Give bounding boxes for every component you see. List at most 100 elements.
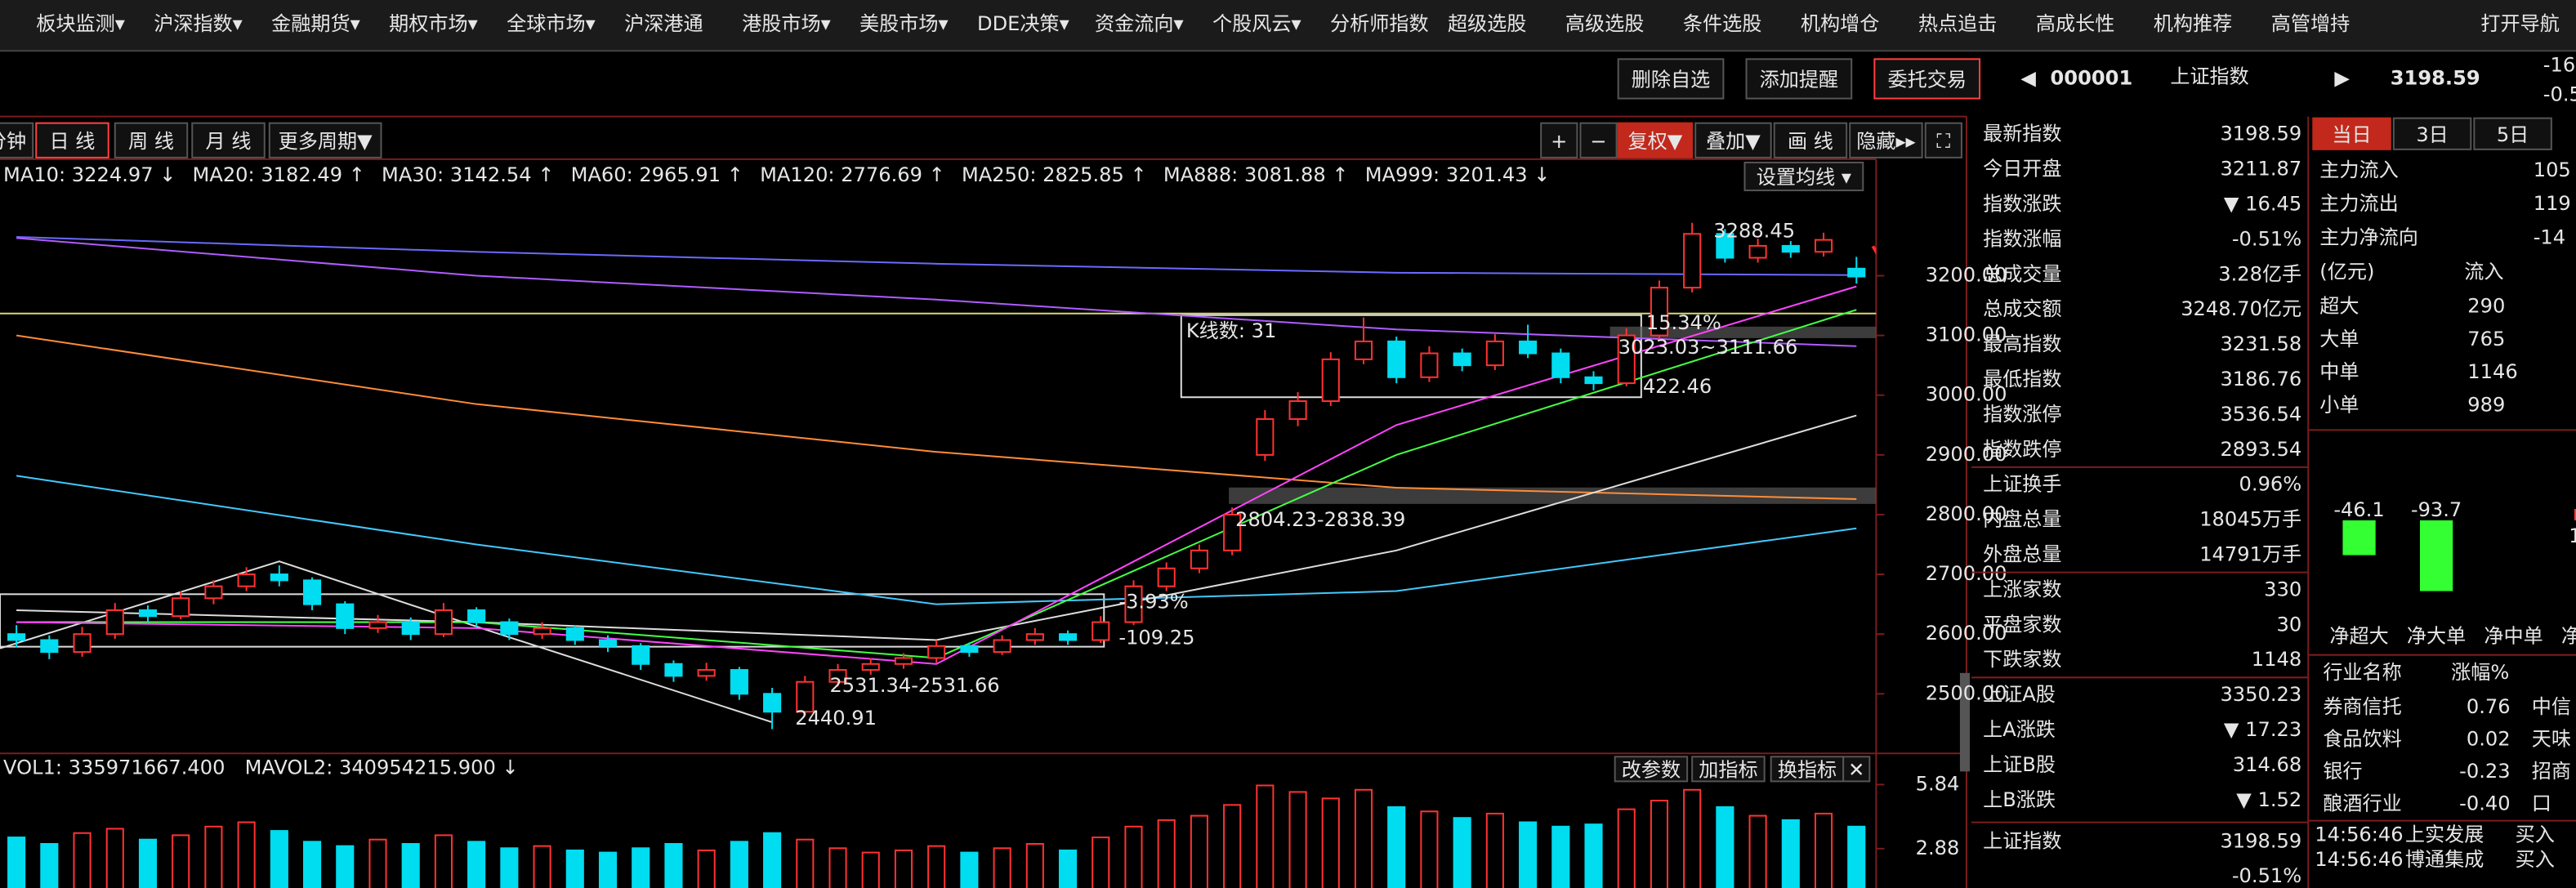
header-button-box[interactable] [1873,58,1981,100]
flow-tab[interactable]: 3日 [2416,123,2448,146]
indicator-button[interactable]: 改参数 [1622,758,1681,781]
tool-button[interactable]: 复权▼ [1628,130,1683,153]
menu-item[interactable]: 美股市场▾ [859,12,949,35]
menu-item[interactable]: 超级选股 [1448,12,1526,35]
stock-name: 上证指数 [2170,65,2248,87]
quote-value: ▼ 1.52 [2236,788,2301,811]
period-button-box[interactable] [0,122,34,158]
menu-item[interactable]: 板块监测▾ [36,12,125,35]
menu-item[interactable]: 机构增仓 [1801,12,1879,35]
ma-setting-box[interactable] [1743,161,1864,192]
tool-button[interactable]: + [1551,130,1567,153]
tool-button-box[interactable] [1540,122,1578,158]
flow-tab[interactable]: 5日 [2497,123,2529,146]
menu-item[interactable]: 高级选股 [1565,12,1644,35]
tool-button[interactable]: 隐藏▸▸ [1856,130,1916,153]
industry-lead: 天味 [2532,728,2571,751]
indicator-button-box[interactable] [1614,756,1689,783]
menu-item[interactable]: 全球市场▾ [507,12,596,35]
menu-item[interactable]: 期权市场▾ [389,12,478,35]
quote-value: 18045万手 [2199,508,2301,531]
period-button[interactable]: 周 线 [128,130,174,153]
flow-value: 119 [2534,192,2571,215]
tool-button-box[interactable] [1773,122,1848,158]
menu-item[interactable]: 资金流向▾ [1095,12,1184,35]
candle-body [1157,567,1176,587]
flow-tab-box[interactable] [2473,117,2552,150]
scroll-handle[interactable] [1959,672,1970,772]
indicator-button-box[interactable] [1770,756,1845,783]
period-button-box[interactable] [35,122,109,158]
candle-body [1519,340,1538,355]
tool-button[interactable]: − [1590,130,1606,153]
candle-body [861,663,880,672]
industry-header: 行业名称 [2323,661,2401,684]
tool-button[interactable]: 画 线 [1788,130,1833,153]
period-button[interactable]: 分钟 [0,130,26,153]
quote-label: 上B涨跌 [1983,788,2056,811]
flow-tab-box[interactable] [2392,117,2472,150]
ma-legend: MA999: 3201.43 ↓ [1365,163,1551,186]
menu-item[interactable]: 热点追击 [1918,12,1997,35]
menu-item[interactable]: 沪深指数▾ [154,12,243,35]
tool-button[interactable]: 叠加▼ [1706,130,1761,153]
indicator-button[interactable]: ✕ [1848,758,1864,781]
period-button[interactable]: 月 线 [206,130,252,153]
tool-button-box[interactable] [1849,122,1923,158]
volume-bar [1190,814,1208,888]
period-button[interactable]: 日 线 [50,130,96,153]
indicator-button[interactable]: 换指标 [1778,758,1837,781]
candle-body [172,597,190,618]
indicator-button[interactable]: 加指标 [1699,758,1757,781]
header-button-box[interactable] [1617,58,1725,100]
menu-item[interactable]: DDE决策▾ [977,12,1070,35]
flow-tab-box[interactable] [2312,117,2391,150]
flow-label: 主力净流向 [2319,225,2418,248]
tool-button-box[interactable] [1924,122,1962,158]
price-percent: -0.5 [2543,83,2576,106]
candle-body [237,573,256,587]
period-button-box[interactable] [114,122,189,158]
industry-name: 食品饮料 [2323,728,2401,751]
menu-item[interactable]: 高管增持 [2271,12,2350,35]
trade-time: 14:56:46 [2315,848,2403,871]
header-button[interactable]: 添加提醒 [1760,68,1838,91]
indicator-button-box[interactable] [1842,756,1871,783]
ma-line [16,235,1857,276]
tool-button-box[interactable] [1579,122,1618,158]
tool-button[interactable]: ⛶ [1935,130,1950,153]
header-button[interactable]: 委托交易 [1887,68,1966,91]
menu-item[interactable]: 沪深港通 [624,12,703,35]
prev-arrow[interactable]: ◀ [2020,66,2036,89]
quote-label: 指数涨跌 [1983,193,2061,216]
tool-button-box[interactable] [1694,122,1772,158]
flow-tab[interactable]: 当日 [2332,123,2371,146]
candle-body [1025,633,1044,641]
industry-change: -0.40 [2459,792,2510,815]
price-change: -16 [2543,53,2575,76]
quote-label: 上证指数 [1983,830,2061,853]
industry-lead: 中信 [2532,695,2571,718]
header-button[interactable]: 删除自选 [1632,68,1710,91]
candle-body [1124,585,1143,623]
period-button-box[interactable] [268,122,382,158]
ma-setting[interactable]: 设置均线 ▾ [1757,166,1852,189]
volume-bar [1223,804,1242,888]
tool-button-box[interactable] [1617,122,1694,158]
next-arrow[interactable]: ▶ [2334,66,2350,89]
menu-item[interactable]: 打开导航 [2480,12,2559,35]
range-box [0,593,1105,648]
menu-item[interactable]: 机构推荐 [2154,12,2232,35]
ma-line [16,285,1857,665]
menu-item[interactable]: 个股风云▾ [1212,12,1301,35]
menu-item[interactable]: 港股市场▾ [742,12,831,35]
menu-item[interactable]: 条件选股 [1683,12,1761,35]
indicator-button-box[interactable] [1691,756,1766,783]
menu-item[interactable]: 高成长性 [2036,12,2114,35]
period-button[interactable]: 更多周期▼ [279,130,373,153]
header-button-box[interactable] [1745,58,1853,100]
period-button-box[interactable] [191,122,266,158]
menu-item[interactable]: 分析师指数 [1330,12,1429,35]
menu-item[interactable]: 金融期货▾ [271,12,360,35]
candle-body [401,621,420,636]
